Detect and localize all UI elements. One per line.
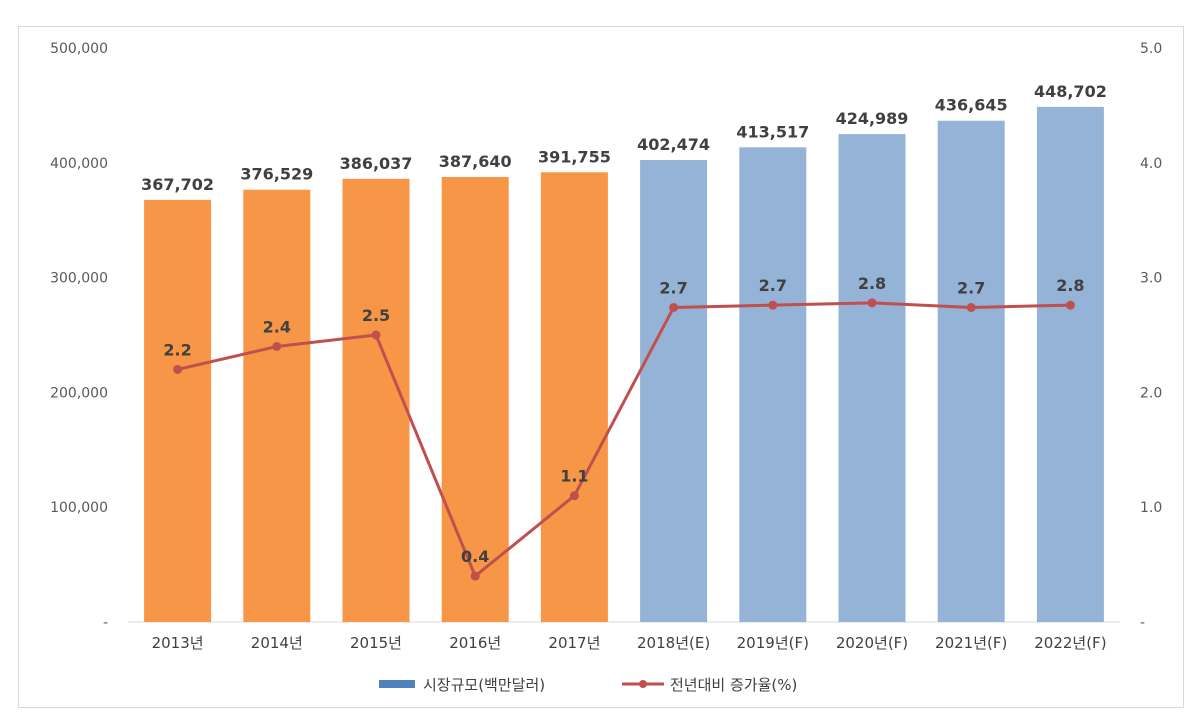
line-marker: [371, 330, 381, 340]
right-axis-ticks: - 1.0 2.0 3.0 4.0 5.0: [1140, 41, 1162, 631]
bar-value-label: 391,755: [538, 147, 611, 166]
bar-value-labels: 367,702 376,529 386,037 387,640 391,755 402,4…: [141, 82, 1107, 194]
x-axis-tick-label: 2014년: [251, 634, 303, 652]
bar-value-label: 424,989: [836, 109, 909, 128]
legend-label-bar: 시장규모(백만달러): [423, 676, 545, 694]
line-value-label: 2.8: [858, 274, 886, 293]
right-axis-tick-label: 2.0: [1140, 385, 1162, 401]
bar: [540, 172, 608, 622]
x-axis-tick-label: 2022년(F): [1034, 634, 1106, 652]
bar-series: [144, 106, 1104, 623]
x-axis-tick-label: 2020년(F): [836, 634, 908, 652]
line-value-label: 0.4: [461, 547, 489, 566]
x-axis-tick-label: 2017년: [548, 634, 600, 652]
line-value-label: 2.7: [759, 276, 787, 295]
right-axis-tick-label: 3.0: [1140, 271, 1162, 287]
bar: [243, 189, 311, 623]
bar-value-label: 448,702: [1034, 82, 1107, 101]
line-value-label: 2.4: [263, 317, 291, 336]
line-marker: [272, 341, 282, 351]
left-axis-tick-label: 200,000: [50, 385, 108, 401]
legend-label-line: 전년대비 증가율(%): [670, 676, 797, 694]
line-value-label: 2.7: [659, 278, 687, 297]
bar: [342, 178, 410, 622]
bar-value-label: 402,474: [637, 135, 710, 154]
x-axis-ticks: 2013년 2014년 2015년 2016년 2017년 2018년(E) 2019년(F…: [152, 634, 1107, 652]
legend-swatch-marker: [639, 680, 647, 688]
legend: 시장규모(백만달러) 전년대비 증가율(%): [379, 676, 797, 694]
bar: [739, 147, 807, 623]
bar: [937, 120, 1005, 622]
line-value-label: 2.8: [1056, 276, 1084, 295]
line-marker: [173, 364, 183, 374]
bar: [144, 199, 212, 622]
right-axis-tick-label: -: [1140, 615, 1145, 631]
line-path: [177, 301, 1071, 578]
bar: [441, 176, 509, 623]
line-value-labels: 2.2 2.4 2.5 0.4 1.1 2.7 2.7 2.8 2.7 2.8: [163, 274, 1084, 566]
left-axis-tick-label: 300,000: [50, 271, 108, 287]
line-marker: [768, 300, 778, 310]
right-axis-tick-label: 1.0: [1140, 500, 1162, 516]
line-marker: [669, 302, 679, 312]
x-axis-tick-label: 2018년(E): [637, 634, 710, 652]
chart-frame: [18, 26, 1184, 708]
right-axis-tick-label: 5.0: [1140, 41, 1162, 57]
bar-value-label: 376,529: [240, 165, 313, 184]
left-axis-ticks: - 100,000 200,000 300,000 400,000 500,000: [50, 41, 108, 631]
line-marker: [867, 298, 877, 308]
bar-value-label: 367,702: [141, 175, 214, 194]
x-axis-tick-label: 2013년: [152, 634, 204, 652]
line-marker: [569, 491, 579, 501]
left-axis-tick-label: -: [103, 615, 108, 631]
bar: [838, 134, 906, 623]
bar-value-label: 387,640: [439, 152, 512, 171]
left-axis-tick-label: 400,000: [50, 156, 108, 172]
line-value-label: 1.1: [560, 467, 588, 486]
left-axis-tick-label: 100,000: [50, 500, 108, 516]
bar-value-label: 436,645: [935, 96, 1008, 115]
x-axis-tick-label: 2021년(F): [935, 634, 1007, 652]
bar-value-label: 386,037: [340, 154, 413, 173]
bar: [1036, 106, 1104, 622]
legend-swatch-bar: [379, 680, 415, 688]
line-marker: [966, 302, 976, 312]
line-value-label: 2.7: [957, 278, 985, 297]
line-marker: [1065, 300, 1075, 310]
line-series: [173, 298, 1075, 581]
right-axis-tick-label: 4.0: [1140, 156, 1162, 172]
left-axis-tick-label: 500,000: [50, 41, 108, 57]
x-axis-tick-label: 2016년: [449, 634, 501, 652]
bar: [640, 159, 708, 623]
bar-value-label: 413,517: [736, 122, 809, 141]
line-value-label: 2.5: [362, 306, 390, 325]
x-axis-tick-label: 2015년: [350, 634, 402, 652]
line-value-label: 2.2: [163, 340, 191, 359]
x-axis-tick-label: 2019년(F): [737, 634, 809, 652]
line-marker: [470, 571, 480, 581]
